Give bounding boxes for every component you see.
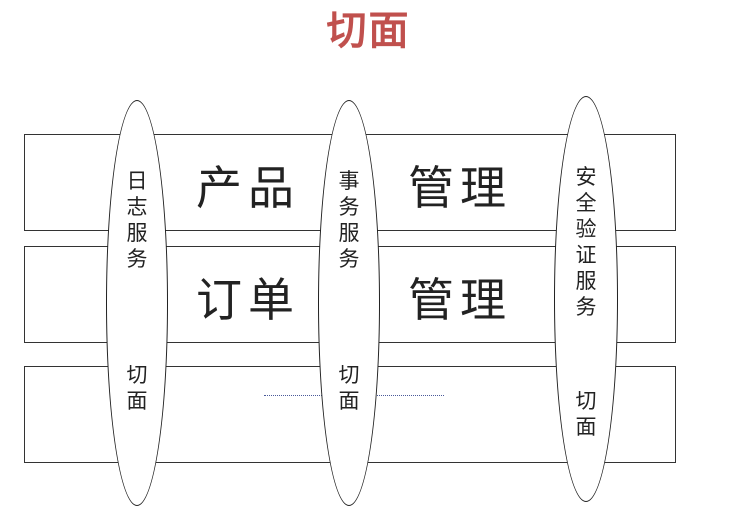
aspect-label-security: 安全验证服务	[575, 165, 597, 319]
band-label-product-right: 管理	[408, 161, 512, 215]
aspect-suffix-transaction: 切面	[338, 363, 360, 413]
page-title: 切面	[326, 8, 411, 54]
aspect-label-transaction: 事务服务	[338, 169, 360, 271]
band-label-order-left: 订单	[196, 273, 300, 327]
aspect-label-logging: 日志服务	[126, 169, 148, 271]
aspect-ellipse-security	[554, 96, 618, 502]
aspect-suffix-security: 切面	[575, 389, 597, 439]
band-label-product-left: 产品	[196, 161, 300, 215]
aspect-suffix-logging: 切面	[126, 363, 148, 413]
aspect-ellipse-transaction	[318, 100, 380, 506]
band-label-order-right: 管理	[408, 273, 512, 327]
aspect-ellipse-logging	[106, 100, 168, 506]
